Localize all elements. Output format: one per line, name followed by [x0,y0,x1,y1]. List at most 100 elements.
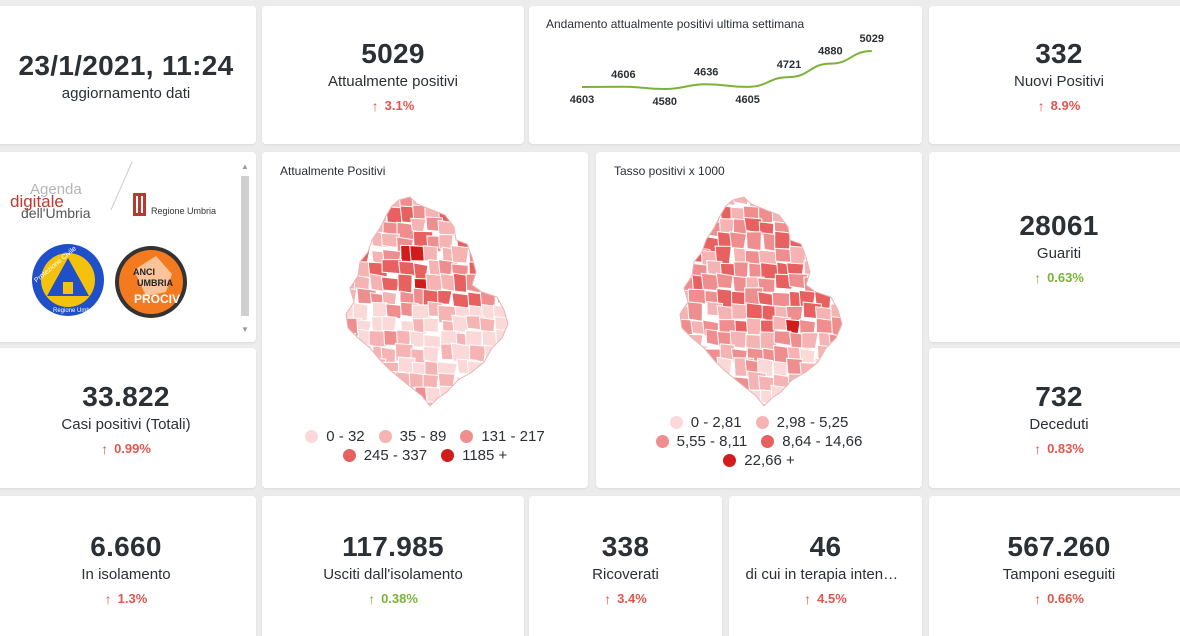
municipality-area [843,363,859,378]
scroll-up-icon[interactable]: ▲ [241,162,249,171]
municipality-area [680,264,690,280]
municipality-area [496,273,508,295]
legend-item: 5,55 - 8,11 [655,433,747,450]
municipality-area [513,320,531,337]
kpi-terapia-intensiva[interactable]: 46 di cui in terapia intensiva ↑ 4.5% [729,496,922,636]
data-label: 4605 [735,94,759,106]
agenda-logo-line1: Agenda [30,181,82,198]
municipality-area [680,197,698,214]
municipality-area [788,388,808,406]
municipality-area [803,260,821,276]
kpi-value: 332 [1035,37,1083,69]
municipality-area [410,217,427,233]
legend-label: 0 - 2,81 [690,414,742,431]
municipality-area [423,317,439,333]
municipality-area [687,374,705,396]
municipality-area [770,384,790,405]
municipality-area [512,250,529,267]
municipality-area [412,401,431,406]
municipality-area [437,259,454,276]
municipality-area [507,333,508,352]
anci-text2: UMBRIA [137,278,173,288]
kpi-change-value: 0.38% [381,591,418,606]
data-label: 4880 [818,46,842,58]
municipality-area [399,389,419,406]
municipality-area [840,233,842,252]
municipality-area [700,272,719,292]
municipality-area [354,246,371,264]
kpi-deceduti[interactable]: 732 Deceduti ↑ 0.83% [929,348,1180,488]
municipality-area [466,360,488,377]
kpi-change: ↑ 0.99% [101,441,151,457]
municipality-area [479,197,495,216]
trend-chart-card: Andamento attualmente positivi ultima se… [529,6,922,144]
kpi-nuovi-positivi[interactable]: 332 Nuovi Positivi ↑ 8.9% [929,6,1180,144]
map1-title: Attualmente Positivi [280,164,386,178]
municipality-area [355,374,371,396]
kpi-usciti-isolamento[interactable]: 117.985 Usciti dall'isolamento ↑ 0.38% [262,496,524,636]
kpi-value: 5029 [361,37,425,69]
municipality-area [829,385,842,406]
kpi-attualmente-positivi[interactable]: 5029 Attualmente positivi ↑ 3.1% [262,6,524,144]
municipality-area [454,203,475,223]
trend-chart: 4603 4606 4580 4636 4605 4721 4880 5029 [570,33,884,108]
municipality-area [346,399,364,406]
kpi-in-isolamento[interactable]: 6.660 In isolamento ↑ 1.3% [0,496,256,636]
scroll-thumb[interactable] [241,176,249,316]
municipality-area [507,206,508,223]
legend-item: 2,98 - 5,25 [755,414,848,431]
map2-choropleth[interactable] [596,182,922,452]
legend-item: 1185 + [441,447,507,464]
municipality-area [423,345,440,364]
municipality-area [745,231,762,252]
arrow-up-icon: ↑ [368,590,376,607]
arrow-up-icon: ↑ [1034,269,1042,286]
municipality-area [832,247,842,268]
municipality-area [450,197,469,215]
municipality-area [513,276,531,294]
kpi-label: Guariti [1036,244,1082,262]
kpi-ricoverati[interactable]: 338 Ricoverati ↑ 3.4% [529,496,722,636]
municipality-area [484,250,500,269]
update-card: 23/1/2021, 11:24 aggiornamento dati [0,6,256,144]
kpi-change-value: 1.3% [117,591,148,606]
municipality-area [468,390,485,406]
municipality-area [785,203,804,220]
municipality-area [346,370,362,392]
municipality-area [817,262,834,279]
municipality-area [512,390,526,405]
arrow-up-icon: ↑ [604,590,612,607]
kpi-casi-positivi-totali[interactable]: 33.822 Casi positivi (Totali) ↑ 0.99% [0,348,256,488]
kpi-value: 46 [809,530,842,562]
municipality-area [729,231,748,251]
chart-title: Andamento attualmente positivi ultima se… [546,17,805,31]
municipality-area [840,342,842,363]
kpi-change-value: 0.66% [1047,591,1084,606]
map1-choropleth[interactable] [262,182,588,452]
municipality-area [687,359,704,377]
kpi-tamponi-eseguiti[interactable]: 567.260 Tamponi eseguiti ↑ 0.66% [929,496,1180,636]
municipality-area [814,357,832,376]
municipality-area [358,387,376,406]
legend-swatch [669,416,683,429]
municipality-area [509,373,524,392]
municipality-area [506,358,508,376]
municipality-area [353,399,375,406]
municipality-area [715,387,737,406]
municipality-area [479,260,496,279]
kpi-label: Usciti dall'isolamento [323,565,463,583]
logos-scrollbar[interactable]: ▲ ▼ [240,162,250,334]
kpi-guariti[interactable]: 28061 Guariti ↑ 0.63% [929,152,1180,342]
municipality-area [757,357,774,378]
scroll-down-icon[interactable]: ▼ [241,325,249,334]
logos-panel[interactable]: Agenda digitale dell'Umbria Regione Umbr… [0,152,256,342]
municipality-area [691,197,709,208]
legend-item: 0 - 2,81 [669,414,742,431]
municipality-area [687,288,707,305]
municipality-area [511,347,528,365]
municipality-area [799,362,821,378]
kpi-value: 33.822 [82,380,170,412]
kpi-change: ↑ 4.5% [804,591,847,607]
legend-item: 8,64 - 14,66 [761,433,862,450]
municipality-area [496,222,508,238]
